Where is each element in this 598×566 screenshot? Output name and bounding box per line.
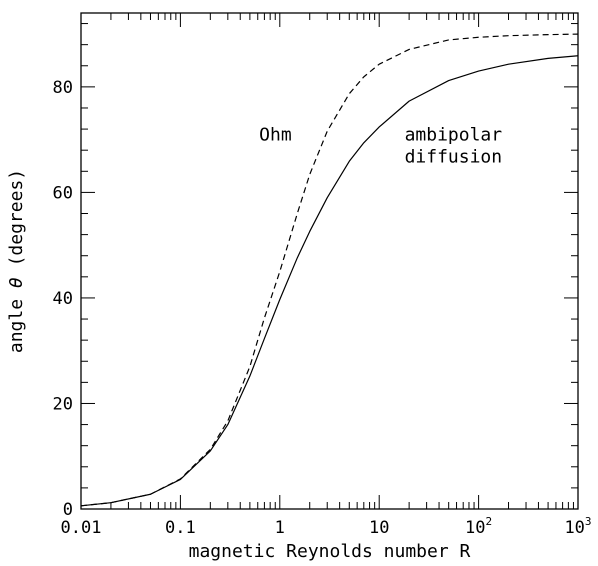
y-tick-label: 40 (53, 289, 73, 309)
y-tick-label: 80 (53, 78, 73, 98)
x-tick-label-exponent: 2 (486, 515, 493, 528)
x-axis-label: magnetic Reynolds number R (189, 541, 471, 562)
series-line-ambipolar-diffusion (80, 55, 579, 507)
series-layer (80, 33, 579, 507)
y-axis-label-prefix: angle (6, 288, 27, 353)
annotation-ohm: Ohm (259, 124, 292, 145)
x-tick-label-base: 1 (275, 518, 285, 538)
y-axis-label-suffix: (degrees) (6, 169, 27, 277)
y-tick-label: 20 (53, 394, 73, 414)
x-tick-label-base: 10 (369, 518, 389, 538)
annotation-ambipolar: ambipolar (405, 124, 503, 145)
tick-marks (80, 13, 578, 510)
annotation-ambipolar: diffusion (405, 146, 503, 167)
x-tick-label-base: 10 (465, 518, 485, 538)
x-tick-label: 103 (564, 515, 591, 538)
plot-frame (80, 12, 579, 510)
y-axis-label: angle θ (degrees) (6, 169, 27, 353)
x-tick-label-base: 10 (564, 518, 584, 538)
x-tick-label: 1 (275, 518, 285, 538)
x-tick-label: 0.1 (165, 518, 196, 538)
x-tick-label: 10 (369, 518, 389, 538)
x-tick-label-base: 0.01 (61, 518, 102, 538)
y-axis-label-symbol: θ (6, 277, 27, 288)
y-tick-label: 60 (53, 183, 73, 203)
x-tick-label: 102 (465, 515, 492, 538)
y-tick-label: 0 (63, 500, 73, 520)
x-tick-label: 0.01 (61, 518, 102, 538)
series-line-ohm (80, 33, 579, 507)
x-tick-label-exponent: 3 (585, 515, 592, 528)
x-tick-label-base: 0.1 (165, 518, 196, 538)
